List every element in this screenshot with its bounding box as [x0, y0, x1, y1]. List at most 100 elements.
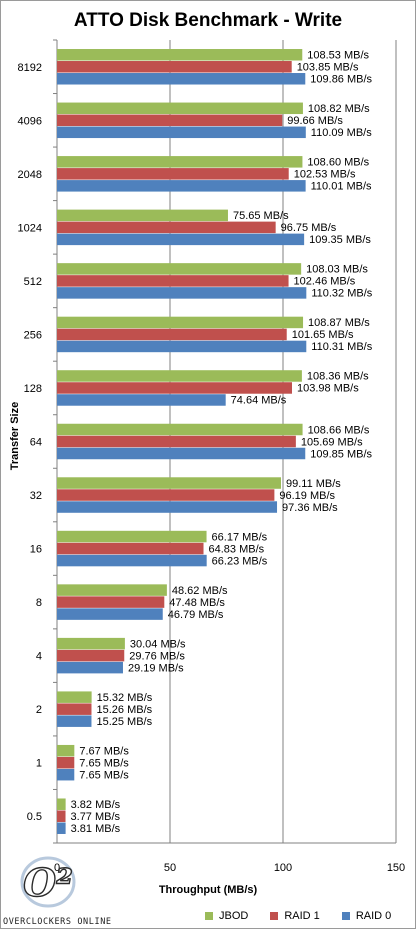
data-label: 109.35 MB/s [309, 234, 371, 246]
bar [57, 744, 75, 757]
x-tick-label: 150 [387, 862, 405, 874]
x-tick-label: 0 [54, 862, 60, 874]
data-label: 97.36 MB/s [282, 502, 338, 514]
y-tick-label: 2048 [18, 169, 42, 181]
y-tick-label: 4 [36, 651, 42, 663]
data-label: 64.83 MB/s [209, 543, 265, 555]
data-label: 3.81 MB/s [71, 823, 121, 835]
data-label: 3.82 MB/s [71, 799, 121, 811]
legend: JBOD RAID 1 RAID 0 [205, 907, 413, 925]
bar [57, 822, 66, 834]
data-label: 7.65 MB/s [79, 769, 129, 781]
bar [57, 263, 302, 275]
legend-item-raid1: RAID 1 [270, 907, 320, 925]
y-tick-label: 128 [24, 383, 42, 395]
bar [57, 382, 292, 394]
y-tick-label: 8 [36, 597, 42, 609]
bar [57, 596, 165, 608]
bar [57, 530, 207, 543]
bar [57, 501, 278, 513]
data-label: 108.87 MB/s [308, 317, 370, 329]
bar [57, 554, 207, 567]
bar [57, 73, 306, 85]
x-tick-label: 50 [164, 862, 176, 874]
bar [57, 328, 287, 341]
bar [57, 221, 276, 234]
legend-swatch-raid1 [270, 912, 279, 920]
data-label: 66.23 MB/s [212, 555, 268, 567]
y-tick-label: 32 [30, 490, 42, 502]
y-tick-label: 64 [30, 437, 42, 449]
data-label: 7.65 MB/s [79, 757, 129, 769]
data-label: 48.62 MB/s [172, 585, 228, 597]
data-label: 3.77 MB/s [71, 811, 121, 823]
data-label: 29.76 MB/s [129, 650, 185, 662]
y-tick-label: 1024 [18, 222, 42, 234]
bar [57, 316, 304, 329]
bar [57, 370, 302, 382]
overclockers-online-logo: O² OVERCLOCKERS ONLINE [3, 856, 111, 927]
bar [57, 209, 228, 222]
legend-label-raid1: RAID 1 [284, 910, 320, 922]
bar [57, 661, 123, 674]
bar [57, 275, 289, 287]
data-label: 110.32 MB/s [311, 288, 372, 300]
bar [57, 798, 66, 810]
x-axis-label: Throughput (MB/s) [158, 884, 258, 896]
y-tick-label: 512 [24, 276, 42, 288]
x-tick-label: 100 [274, 862, 292, 874]
bar [57, 61, 292, 73]
data-label: 105.69 MB/s [301, 436, 363, 448]
bar [57, 102, 303, 115]
y-tick-label: 256 [24, 329, 42, 341]
data-label: 109.85 MB/s [310, 448, 372, 460]
y-axis-label: Transfer Size [9, 401, 21, 471]
y-tick-label: 1 [36, 758, 42, 770]
data-label: 103.85 MB/s [297, 62, 359, 74]
logo-mark: O² [23, 860, 73, 905]
data-label: 99.11 MB/s [286, 478, 341, 490]
data-label: 96.19 MB/s [279, 490, 335, 502]
bar [57, 168, 289, 180]
data-label: 66.17 MB/s [212, 531, 268, 543]
y-tick-label: 4096 [18, 115, 42, 127]
data-label: 75.65 MB/s [233, 210, 289, 222]
data-label: 103.98 MB/s [297, 383, 359, 395]
bar [57, 768, 75, 781]
bar [57, 489, 275, 501]
y-tick-label: 0.5 [27, 811, 42, 823]
bar [57, 435, 296, 448]
y-tick-label: 16 [30, 544, 42, 556]
bar [57, 180, 306, 192]
bar [57, 340, 307, 353]
data-label: 101.65 MB/s [292, 329, 354, 341]
bar [57, 637, 125, 650]
bar [57, 756, 75, 769]
data-label: 96.75 MB/s [281, 222, 337, 234]
legend-label-raid0: RAID 0 [355, 910, 392, 922]
data-label: 109.86 MB/s [310, 74, 372, 86]
legend-swatch-jbod [205, 912, 213, 920]
bar [57, 477, 281, 489]
bar [57, 287, 307, 299]
y-tick-label: 8192 [18, 62, 42, 74]
data-label: 108.03 MB/s [306, 264, 368, 276]
logo-swirl [20, 856, 76, 908]
legend-label-jbod: JBOD [219, 910, 249, 922]
data-label: 110.31 MB/s [311, 341, 372, 353]
data-label: 108.82 MB/s [308, 103, 370, 115]
bar [57, 233, 305, 246]
data-label: 7.67 MB/s [79, 745, 129, 757]
data-label: 110.09 MB/s [311, 127, 372, 139]
data-label: 102.53 MB/s [294, 169, 356, 181]
data-label: 108.60 MB/s [307, 157, 369, 169]
data-label: 15.32 MB/s [97, 692, 153, 704]
bar [57, 156, 303, 168]
bar [57, 126, 306, 139]
legend-item-jbod: JBOD [205, 907, 248, 925]
chart-title: ATTO Disk Benchmark - Write [73, 10, 343, 31]
y-tick-label: 2 [36, 704, 42, 716]
bar [57, 114, 283, 127]
legend-item-raid0: RAID 0 [341, 907, 392, 925]
